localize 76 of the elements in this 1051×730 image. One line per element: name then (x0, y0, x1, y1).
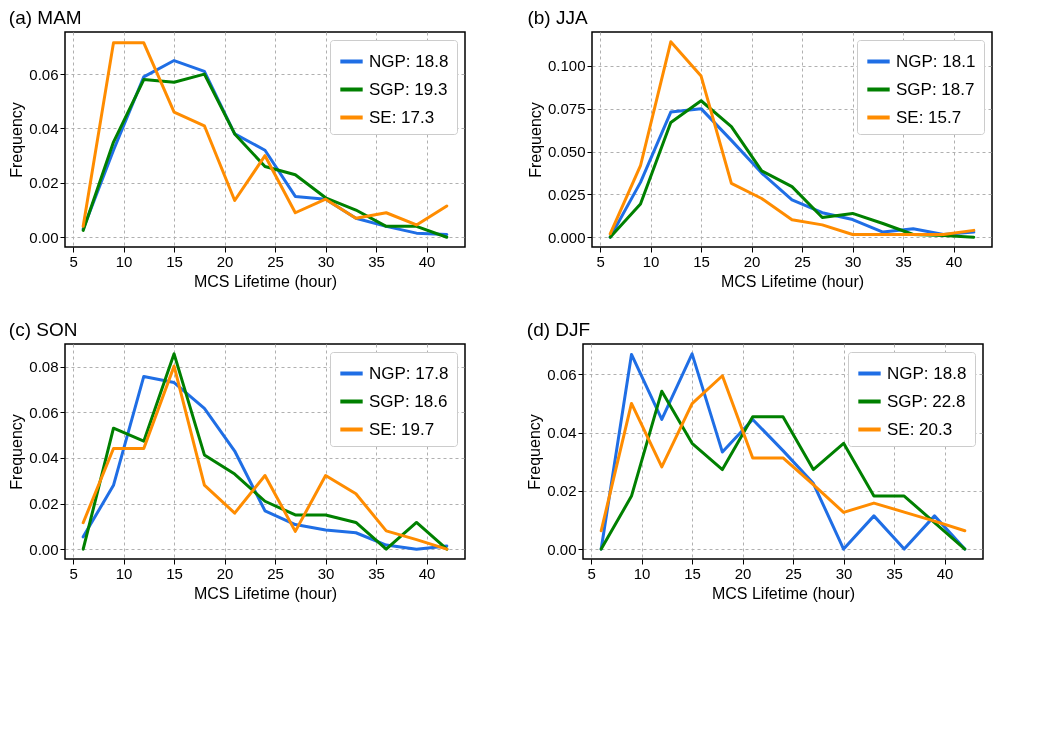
legend-label: SGP: 19.3 (369, 79, 448, 99)
x-tick-label: 15 (684, 564, 701, 582)
x-tick-label: 35 (368, 564, 385, 582)
y-tick-label: 0.025 (547, 185, 586, 203)
x-tick-label: 20 (216, 564, 234, 582)
legend-label: SE: 17.3 (369, 107, 435, 127)
y-tick-label: 0.02 (29, 495, 59, 513)
legend-label: SGP: 18.7 (896, 79, 975, 99)
y-tick-label: 0.06 (29, 403, 59, 421)
y-axis-title: Frequency (526, 414, 544, 490)
y-tick-label: 0.04 (29, 449, 59, 467)
legend-label: NGP: 18.8 (369, 51, 449, 71)
legend-label: SE: 15.7 (896, 107, 962, 127)
y-tick-label: 0.075 (547, 100, 586, 118)
y-tick-label: 0.00 (547, 540, 577, 558)
legend-label: NGP: 18.1 (896, 51, 976, 71)
x-tick-label: 40 (418, 564, 436, 582)
x-tick-label: 40 (418, 252, 436, 270)
chart-title: (d) DJF (526, 319, 591, 340)
x-axis-title: MCS Lifetime (hour) (720, 272, 865, 290)
legend-label: NGP: 17.8 (369, 363, 449, 383)
x-tick-label: 20 (743, 252, 761, 270)
line-series (599, 389, 967, 551)
y-tick-label: 0.00 (29, 540, 59, 558)
legend-label: SGP: 22.8 (887, 391, 966, 411)
x-tick-label: 30 (317, 564, 335, 582)
x-axis-title: MCS Lifetime (hour) (193, 272, 338, 290)
x-tick-label: 10 (115, 564, 133, 582)
x-tick-label: 20 (734, 564, 752, 582)
x-tick-label: 35 (368, 252, 385, 270)
x-tick-label: 25 (794, 252, 811, 270)
y-tick-label: 0.08 (29, 358, 59, 376)
x-tick-label: 30 (317, 252, 335, 270)
y-tick-label: 0.04 (547, 424, 577, 442)
x-tick-label: 10 (115, 252, 133, 270)
x-tick-label: 5 (587, 564, 596, 582)
x-tick-label: 15 (693, 252, 710, 270)
x-tick-label: 35 (895, 252, 912, 270)
y-tick-label: 0.02 (29, 174, 59, 192)
y-tick-label: 0.050 (547, 143, 586, 160)
x-tick-label: 5 (596, 252, 605, 270)
y-tick-label: 0.000 (547, 228, 586, 246)
y-axis-title: Frequency (8, 414, 26, 490)
x-tick-label: 15 (166, 252, 183, 270)
legend-label: NGP: 18.8 (887, 363, 967, 383)
x-axis-title: MCS Lifetime (hour) (711, 584, 856, 602)
chart-title: (a) MAM (8, 7, 82, 28)
x-tick-label: 40 (936, 564, 954, 582)
chart-title: (c) SON (8, 319, 78, 340)
x-tick-label: 10 (633, 564, 651, 582)
x-tick-label: 30 (835, 564, 853, 582)
y-axis-title: Frequency (8, 102, 26, 178)
legend-label: SE: 20.3 (887, 419, 953, 439)
x-tick-label: 40 (945, 252, 963, 270)
x-tick-label: 25 (267, 252, 284, 270)
y-tick-label: 0.100 (547, 57, 586, 75)
x-tick-label: 10 (642, 252, 660, 270)
y-tick-label: 0.02 (547, 482, 577, 500)
y-axis-title: Frequency (526, 102, 544, 178)
y-tick-label: 0.00 (29, 228, 59, 246)
x-tick-label: 5 (69, 564, 78, 582)
x-tick-label: 5 (69, 252, 78, 270)
legend-label: SE: 19.7 (369, 419, 435, 439)
x-tick-label: 25 (267, 564, 284, 582)
x-tick-label: 25 (785, 564, 802, 582)
y-tick-label: 0.06 (547, 365, 577, 383)
y-tick-label: 0.04 (29, 119, 59, 137)
chart-title: (b) JJA (527, 7, 588, 28)
x-axis-title: MCS Lifetime (hour) (193, 584, 338, 602)
x-tick-label: 15 (166, 564, 183, 582)
x-tick-label: 35 (886, 564, 903, 582)
x-tick-label: 30 (844, 252, 862, 270)
legend-label: SGP: 18.6 (369, 391, 448, 411)
y-tick-label: 0.06 (29, 65, 59, 83)
x-tick-label: 20 (216, 252, 234, 270)
line-series (608, 40, 976, 236)
